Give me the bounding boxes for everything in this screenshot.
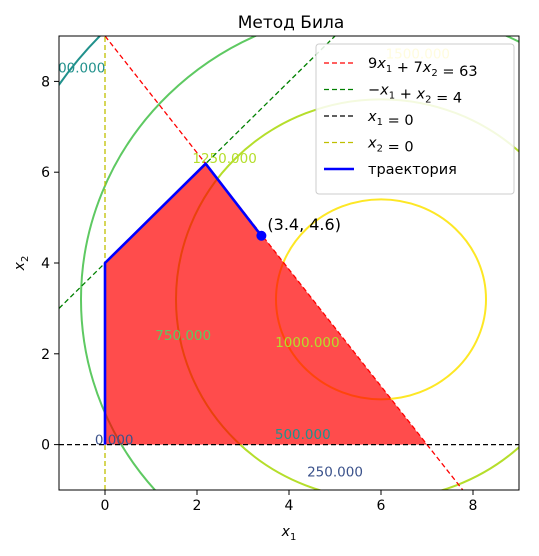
y-tick-label: 8 <box>41 74 50 90</box>
feasible-region <box>105 163 427 445</box>
contour-label: 1000.000 <box>275 335 339 351</box>
trajectory-line <box>103 162 263 445</box>
contour-label: 1250.000 <box>192 151 256 167</box>
chart-title: Метод Била <box>238 13 345 33</box>
legend-entry: −x1 + x2 = 4 <box>368 83 462 107</box>
y-tick-label: 4 <box>41 256 50 272</box>
x-tick-label: 0 <box>101 498 110 514</box>
legend-entry: 9x1 + 7x2 = 63 <box>368 56 478 80</box>
y-tick-label: 2 <box>41 347 50 363</box>
contour-line <box>80 36 519 490</box>
contour-label: 500.000 <box>275 427 331 443</box>
contour-label: 500.000 <box>49 60 105 76</box>
legend-box <box>315 43 515 195</box>
contour-label: 250.000 <box>307 464 363 480</box>
y-axis-label: x2 <box>12 256 31 272</box>
x-tick-label: 4 <box>285 498 294 514</box>
axes: 0 2 4 6 8 0 2 4 6 8 x1 x2 <box>12 74 477 543</box>
optimum-label: (3.4, 4.6) <box>267 215 341 234</box>
contour-label: 750.000 <box>155 328 211 344</box>
x-tick-label: 6 <box>377 498 386 514</box>
x-tick-label: 8 <box>469 498 478 514</box>
legend-entry: траектория <box>368 162 457 178</box>
legend-entry: x2 = 0 <box>367 136 414 156</box>
legend-entry: x1 = 0 <box>367 109 414 129</box>
x-tick-label: 2 <box>193 498 202 514</box>
constraint-line <box>104 36 464 490</box>
y-tick-label: 6 <box>41 165 50 181</box>
x-axis-label: x1 <box>281 524 297 543</box>
optimum-point <box>256 230 267 241</box>
legend: 9x1 + 7x2 = 63 −x1 + x2 = 4x1 = 0 x2 = 0 тр… <box>315 43 515 195</box>
contour-label: 0.000 <box>95 433 134 449</box>
y-tick-label: 0 <box>41 438 50 454</box>
